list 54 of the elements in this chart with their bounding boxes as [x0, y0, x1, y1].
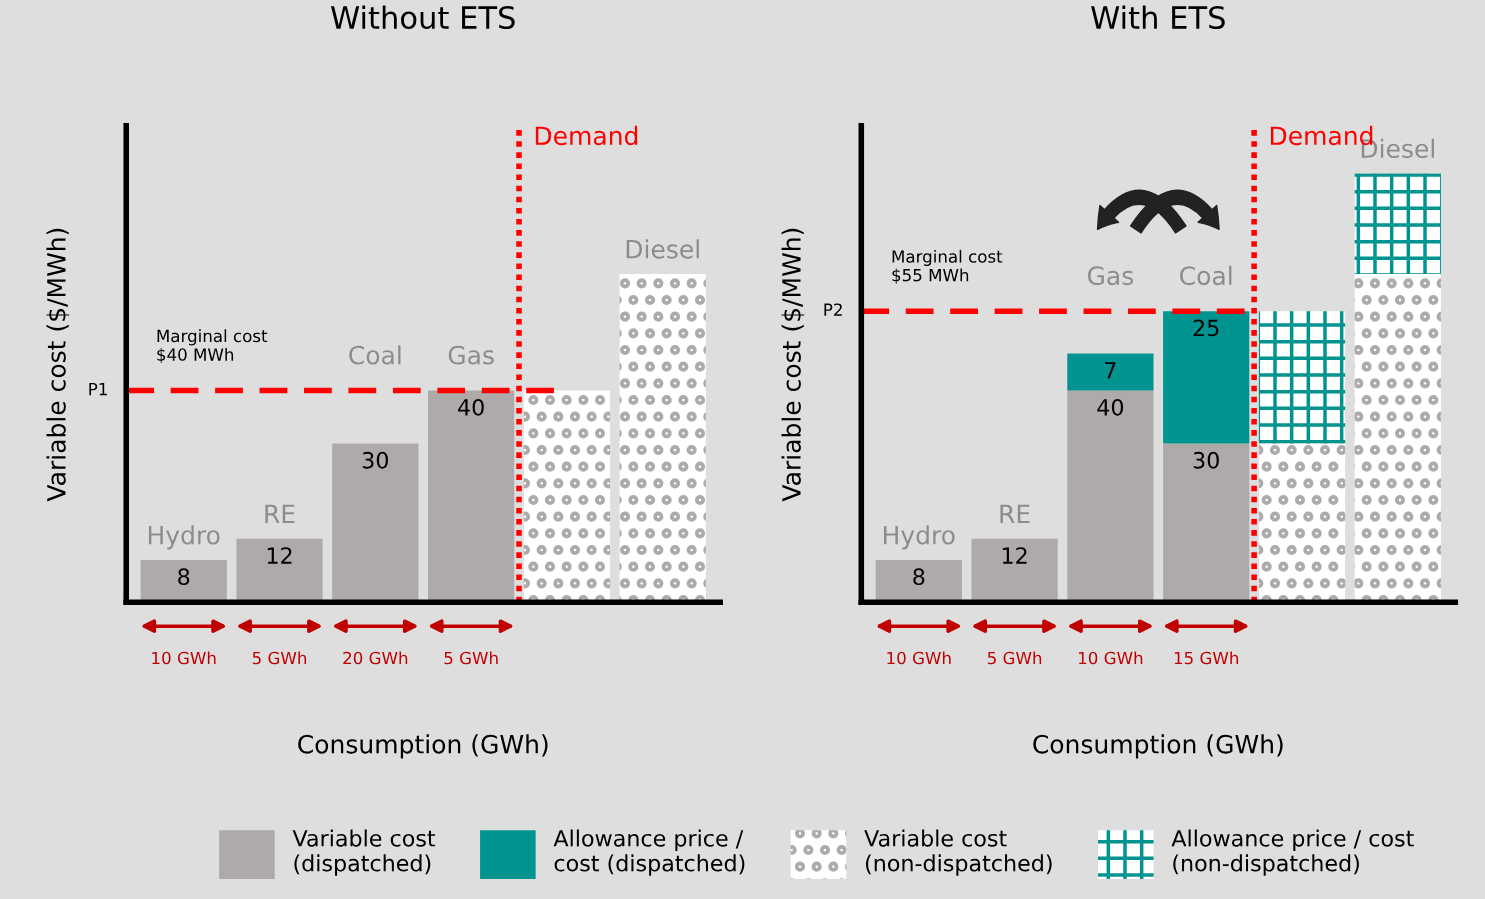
data-label: 12 [1002, 547, 1027, 564]
text: 5 GWh [987, 651, 1042, 665]
x-tick-label: RE [265, 504, 295, 524]
bar [1354, 173, 1441, 275]
x-axis-title: Consumption (GWh) [1033, 734, 1283, 759]
data-label: 25 [1193, 319, 1219, 337]
bar [140, 559, 227, 603]
data-label: 8 [913, 568, 925, 586]
bar [236, 538, 323, 603]
legend-label: Allowance price / cost (dispatched) [553, 829, 745, 876]
data-label: 8 [178, 568, 190, 586]
x-tick-label: Diesel [626, 239, 699, 259]
chart-title: With ETS [1091, 5, 1225, 30]
data-label: 40 [1097, 398, 1124, 416]
bar [1354, 274, 1441, 603]
ref-line-label: P2 [824, 303, 842, 316]
text: 10 GWh [887, 651, 951, 665]
text: 5 GWh [444, 651, 498, 665]
chart-title: Without ETS [331, 5, 515, 30]
legend-label: Allowance price / cost (non-dispatched) [1171, 829, 1414, 876]
ref-line-label: P1 [89, 383, 107, 396]
text: 5 GWh [252, 651, 307, 665]
y-axis-title: Variable cost ($/MWh) [781, 228, 805, 502]
annotation: Marginal cost $40 MWh [157, 329, 268, 364]
bar [1067, 353, 1154, 391]
bar [332, 443, 419, 603]
x-tick-label: Coal [1180, 265, 1232, 286]
bar [875, 559, 962, 603]
legend-label: Variable cost (non-dispatched) [864, 829, 1052, 876]
data-label: 7 [1105, 362, 1116, 379]
annotation: Marginal cost $55 MWh [892, 249, 1003, 284]
x-tick-label: Hydro [884, 525, 955, 550]
text: 10 GWh [1079, 651, 1143, 665]
x-tick-label: RE [1000, 504, 1030, 524]
data-label: 40 [458, 398, 484, 416]
x-axis-title: Consumption (GWh) [298, 734, 548, 759]
y-axis-title: Variable cost ($/MWh) [46, 228, 70, 502]
data-label: 12 [267, 547, 292, 564]
data-label: 30 [362, 451, 388, 469]
text: 20 GWh [343, 651, 408, 665]
x-tick-label: Gas [1087, 266, 1134, 286]
bar [619, 274, 706, 603]
data-label: 30 [1193, 451, 1219, 469]
bar [1067, 390, 1154, 603]
bar [1258, 311, 1346, 444]
text: 15 GWh [1174, 651, 1239, 665]
bar [1163, 311, 1250, 444]
bar [971, 538, 1058, 603]
x-tick-label: Coal [349, 345, 401, 365]
ref-line-label: Demand [535, 125, 638, 146]
x-tick-label: Hydro [148, 525, 220, 550]
x-tick-label: Gas [448, 345, 494, 365]
text: 10 GWh [152, 651, 216, 665]
legend-label: Variable cost (dispatched) [292, 829, 436, 876]
